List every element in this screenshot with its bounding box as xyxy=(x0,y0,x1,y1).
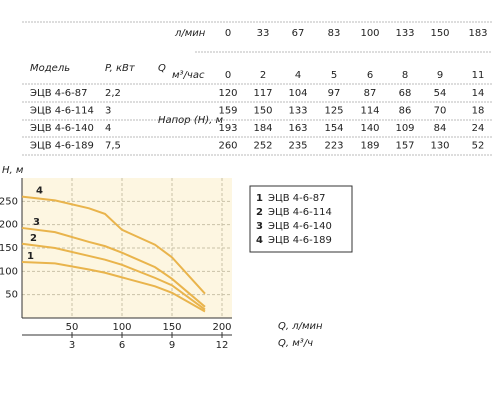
x2-tick-label: 6 xyxy=(119,340,125,351)
cell: 189 xyxy=(360,141,379,152)
cell: 130 xyxy=(430,141,449,152)
legend-label: ЭЦВ 4-6-87 xyxy=(268,193,325,204)
cell: 9 xyxy=(437,70,443,81)
cell: 24 xyxy=(472,123,485,134)
curve-label: 2 xyxy=(30,233,37,244)
cell: ЭЦВ 4-6-140 xyxy=(30,123,94,134)
header: м³/час xyxy=(172,70,205,81)
header: л/мин xyxy=(174,28,206,39)
cell: 252 xyxy=(253,141,272,152)
header: P, кВт xyxy=(105,63,136,74)
cell: 4 xyxy=(295,70,301,81)
cell: 0 xyxy=(225,70,231,81)
legend-number: 1 xyxy=(256,193,263,204)
cell: 2,2 xyxy=(105,88,121,99)
cell: 114 xyxy=(360,106,379,117)
x-tick-label: 150 xyxy=(162,322,181,333)
cell: 235 xyxy=(288,141,307,152)
cell: 125 xyxy=(324,106,343,117)
cell: 133 xyxy=(288,106,307,117)
legend-number: 4 xyxy=(256,235,263,246)
x-label: Q, л/мин xyxy=(278,321,323,332)
legend-number: 3 xyxy=(256,221,263,232)
cell: 7,5 xyxy=(105,141,121,152)
cell: 140 xyxy=(360,123,379,134)
cell: 97 xyxy=(328,88,341,99)
y-tick-label: 200 xyxy=(0,220,18,231)
cell: 18 xyxy=(472,106,485,117)
curve xyxy=(21,195,206,295)
cell: 52 xyxy=(472,141,485,152)
cell: 150 xyxy=(430,28,449,39)
cell: 83 xyxy=(328,28,341,39)
cell: 5 xyxy=(331,70,337,81)
cell: 67 xyxy=(292,28,305,39)
legend-box xyxy=(249,185,353,253)
curve-label: 3 xyxy=(33,217,40,228)
cell: 6 xyxy=(367,70,373,81)
cell: 84 xyxy=(434,123,447,134)
x2-tick-label: 3 xyxy=(69,340,75,351)
y-tick-label: 50 xyxy=(5,290,18,301)
curve xyxy=(21,226,206,308)
x2-tick-label: 9 xyxy=(169,340,175,351)
cell: 183 xyxy=(468,28,487,39)
legend-label: ЭЦВ 4-6-140 xyxy=(268,221,332,232)
cell: 120 xyxy=(218,88,237,99)
y-label: H, м xyxy=(2,165,24,176)
cell: 54 xyxy=(434,88,447,99)
cell: 14 xyxy=(472,88,485,99)
cell: 33 xyxy=(257,28,270,39)
cell: 3 xyxy=(105,106,111,117)
header: Q xyxy=(158,63,166,74)
legend-label: ЭЦВ 4-6-114 xyxy=(268,207,332,218)
cell: 133 xyxy=(395,28,414,39)
curve xyxy=(21,242,206,311)
cell: 150 xyxy=(253,106,272,117)
x-tick-label: 200 xyxy=(212,322,231,333)
header: Напор (Н), м xyxy=(158,115,224,126)
cell: 159 xyxy=(218,106,237,117)
cell: 109 xyxy=(395,123,414,134)
legend-number: 2 xyxy=(256,207,263,218)
cell: 163 xyxy=(288,123,307,134)
header: Модель xyxy=(30,63,70,74)
cell: 11 xyxy=(472,70,485,81)
cell: 4 xyxy=(105,123,111,134)
cell: 193 xyxy=(218,123,237,134)
legend-label: ЭЦВ 4-6-189 xyxy=(268,235,332,246)
cell: 0 xyxy=(225,28,231,39)
y-tick-label: 150 xyxy=(0,243,18,254)
curve xyxy=(21,261,206,313)
x2-label: Q, м³/ч xyxy=(278,338,313,349)
cell: 68 xyxy=(399,88,412,99)
x-tick-label: 100 xyxy=(112,322,131,333)
cell: 70 xyxy=(434,106,447,117)
cell: 2 xyxy=(260,70,266,81)
cell: 86 xyxy=(399,106,412,117)
curve-label: 1 xyxy=(27,251,34,262)
y-tick-label: 250 xyxy=(0,196,18,207)
cell: 104 xyxy=(288,88,307,99)
cell: 260 xyxy=(218,141,237,152)
cell: 100 xyxy=(360,28,379,39)
x-tick-label: 50 xyxy=(66,322,79,333)
x2-tick-label: 12 xyxy=(216,340,229,351)
cell: ЭЦВ 4-6-87 xyxy=(30,88,87,99)
cell: 184 xyxy=(253,123,272,134)
cell: 8 xyxy=(402,70,408,81)
cell: 157 xyxy=(395,141,414,152)
cell: 154 xyxy=(324,123,343,134)
cell: ЭЦВ 4-6-189 xyxy=(30,141,94,152)
cell: 87 xyxy=(364,88,377,99)
cell: 117 xyxy=(253,88,272,99)
y-tick-label: 100 xyxy=(0,266,18,277)
curve-label: 4 xyxy=(36,186,43,197)
cell: 223 xyxy=(324,141,343,152)
cell: ЭЦВ 4-6-114 xyxy=(30,106,94,117)
